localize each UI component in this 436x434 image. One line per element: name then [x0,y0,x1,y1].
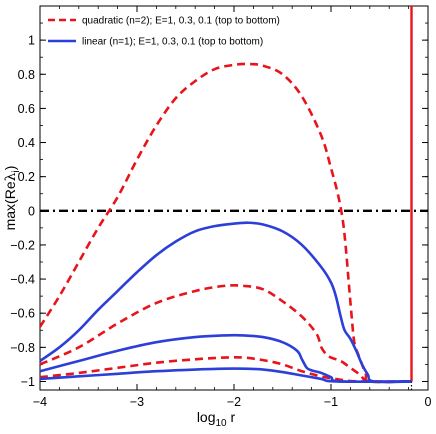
legend-label-quadratic: quadratic (n=2); E=1, 0.3, 0.1 (top to b… [82,16,280,27]
data-curves [38,62,412,384]
legend-label-linear: linear (n=1); E=1, 0.3, 0.1 (top to bott… [82,37,263,48]
series-line-linear-E0_1 [39,367,412,383]
y-tick-label: −0.6 [10,307,35,321]
y-axis-label: max(Reλi) [2,166,22,231]
legend: quadratic (n=2); E=1, 0.3, 0.1 (top to b… [48,16,280,48]
y-tick-label: 0 [28,204,35,218]
x-tick-label: −3 [130,395,144,409]
y-tick-label: 1 [28,34,35,48]
x-tick-label: −2 [227,395,241,409]
y-tick-label: −0.2 [10,238,35,252]
y-tick-label: 0.2 [18,170,35,184]
reference-lines [40,6,428,390]
y-tick-label: −0.8 [10,341,35,355]
plot-frame [39,5,429,391]
series-line-quadratic-E0_1 [39,356,412,383]
x-tick-label: −1 [324,395,338,409]
x-axis-label: log10 r [197,409,236,429]
x-tick-label: −4 [33,395,47,409]
axis-ticks: −4 −3 −2 −1 0 −1 −0.8 −0.6 −0.4 −0.2 0 0.2 0.4 0.6 0.8… [10,5,432,409]
y-tick-label: 0.4 [18,136,35,150]
y-tick-label: −1 [21,375,35,389]
x-tick-label: 0 [425,395,432,409]
y-tick-label: 0.6 [18,102,35,116]
series-line-quadratic-E0_3 [39,284,412,384]
y-tick-label: −0.4 [10,273,35,287]
y-tick-label: 0.8 [18,68,35,82]
series-line-linear-E1 [39,221,412,384]
series-line-linear-E0_3 [39,333,412,384]
